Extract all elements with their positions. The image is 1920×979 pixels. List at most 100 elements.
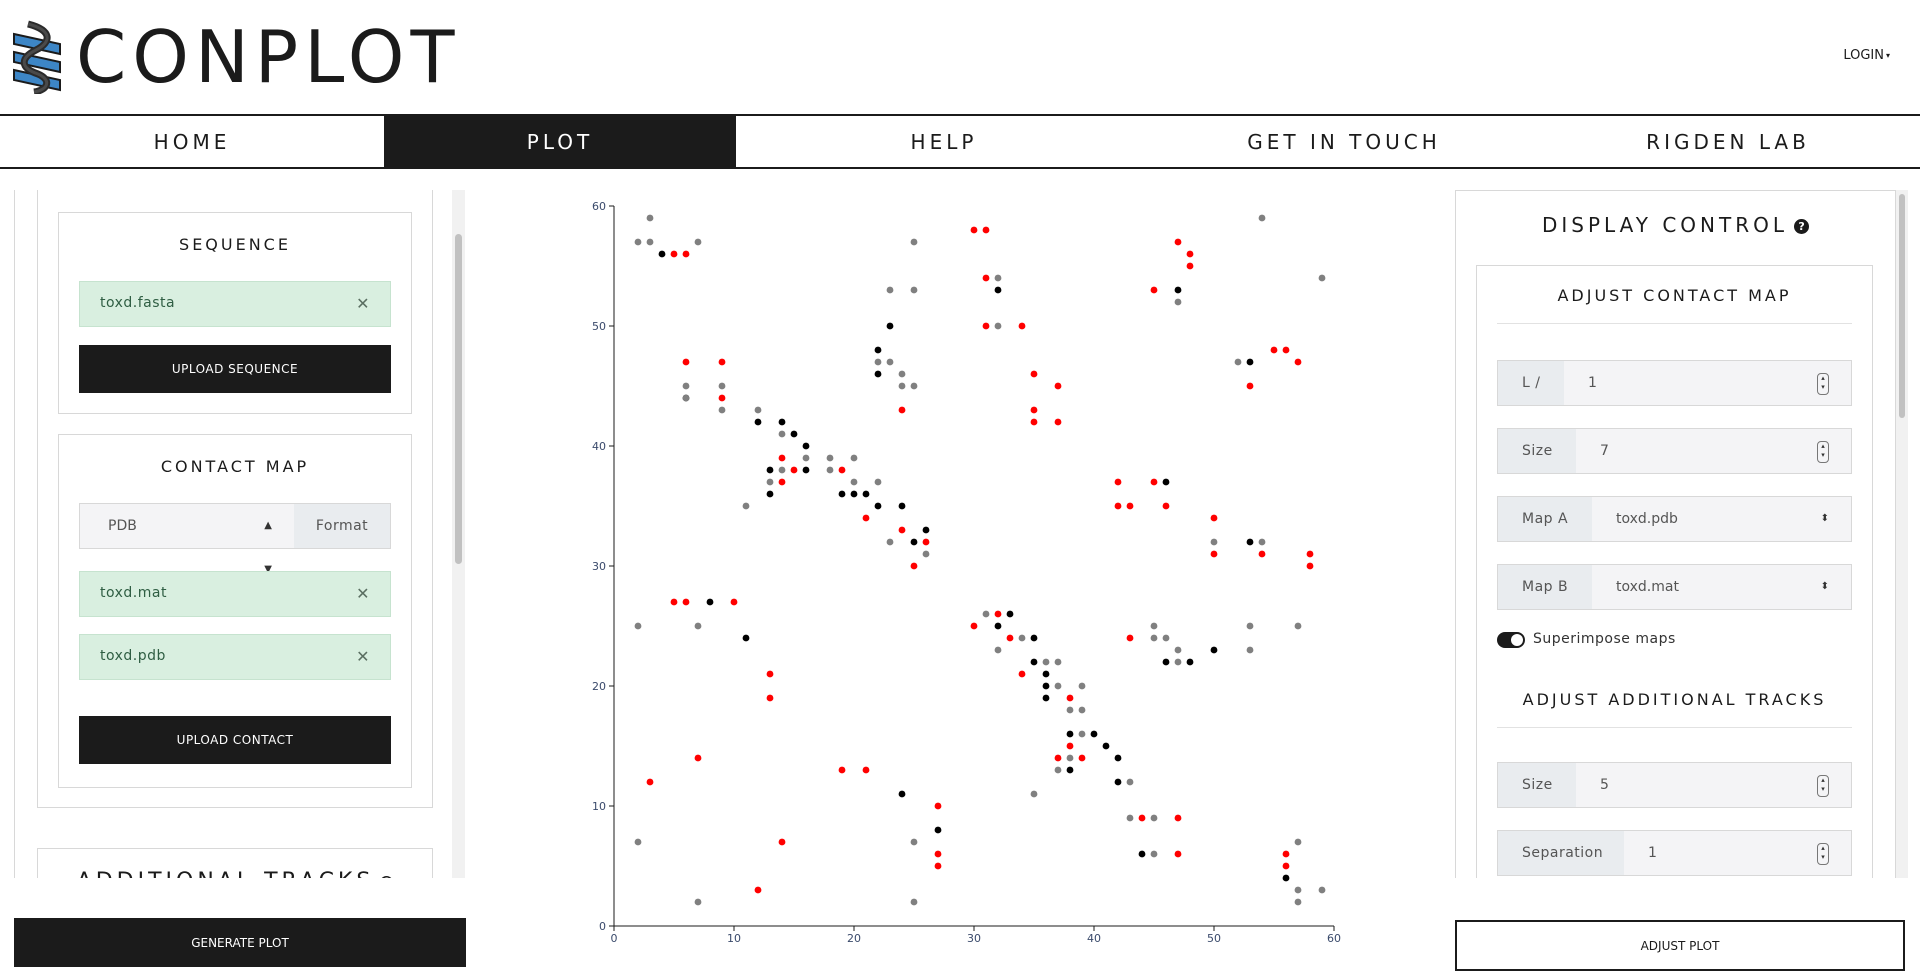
scrollbar-thumb[interactable] bbox=[1899, 194, 1905, 418]
contact-point bbox=[826, 466, 834, 474]
upload-sequence-button[interactable]: UPLOAD SEQUENCE bbox=[79, 345, 391, 393]
spinner-icon[interactable]: ▴ ▾ bbox=[1817, 775, 1829, 797]
x-tick-label: 20 bbox=[847, 932, 861, 945]
contact-point bbox=[802, 442, 810, 450]
contact-point bbox=[910, 898, 918, 906]
contact-point bbox=[874, 358, 882, 366]
map-a-value[interactable]: toxd.pdb bbox=[1592, 497, 1851, 541]
contact-point bbox=[766, 466, 774, 474]
contact-point bbox=[682, 598, 690, 606]
left-panel-scrollbar[interactable] bbox=[452, 190, 465, 878]
contact-point bbox=[850, 490, 858, 498]
contact-point bbox=[754, 886, 762, 894]
select-arrows-icon: ⬍ bbox=[1820, 581, 1829, 592]
login-dropdown[interactable]: LOGIN ▾ bbox=[1843, 48, 1890, 63]
contact-point bbox=[1150, 850, 1158, 858]
help-icon[interactable]: ? bbox=[1794, 219, 1810, 234]
scrollbar-thumb[interactable] bbox=[455, 234, 462, 564]
adjust-contact-map-title: ADJUST CONTACT MAP bbox=[1497, 286, 1852, 324]
l-divisor-input[interactable]: L / 1 ▴ ▾ bbox=[1497, 360, 1852, 406]
contact-point bbox=[730, 598, 738, 606]
contact-point bbox=[718, 382, 726, 390]
nav-home[interactable]: HOME bbox=[153, 129, 231, 154]
spinner-icon[interactable]: ▴ ▾ bbox=[1817, 441, 1829, 463]
contact-point bbox=[1174, 298, 1182, 306]
map-b-value[interactable]: toxd.mat bbox=[1592, 565, 1851, 609]
nav-get-in-touch[interactable]: GET IN TOUCH bbox=[1247, 129, 1441, 154]
map-b-label: Map B bbox=[1498, 565, 1592, 609]
contact-point bbox=[1210, 550, 1218, 558]
contact-map-plot[interactable]: 0 10 20 30 40 50 60 0 10 20 30 40 50 60 bbox=[586, 196, 1346, 952]
contact-point bbox=[1210, 538, 1218, 546]
separation-value[interactable]: 1 bbox=[1624, 831, 1851, 875]
contact-point bbox=[934, 826, 942, 834]
generate-plot-button[interactable]: GENERATE PLOT bbox=[14, 918, 466, 967]
contact-point bbox=[994, 274, 1002, 282]
contact-point bbox=[1054, 754, 1062, 762]
l-divisor-value[interactable]: 1 bbox=[1564, 361, 1851, 405]
contact-point bbox=[1246, 358, 1254, 366]
contact-point bbox=[910, 838, 918, 846]
contact-point bbox=[838, 766, 846, 774]
track-size-label: Size bbox=[1498, 763, 1576, 807]
contact-point bbox=[1066, 694, 1074, 702]
contact-point bbox=[1186, 262, 1194, 270]
separation-input[interactable]: Separation 1 ▴ ▾ bbox=[1497, 830, 1852, 876]
contact-point bbox=[898, 790, 906, 798]
contact-point bbox=[1078, 730, 1086, 738]
contact-point bbox=[1030, 418, 1038, 426]
size-value[interactable]: 7 bbox=[1576, 429, 1851, 473]
x-tick-label: 10 bbox=[727, 932, 741, 945]
contact-point bbox=[1054, 382, 1062, 390]
contact-point bbox=[1306, 550, 1314, 558]
contact-point bbox=[1042, 694, 1050, 702]
nav-help[interactable]: HELP bbox=[910, 129, 978, 154]
contact-point bbox=[994, 322, 1002, 330]
nav-plot[interactable]: PLOT bbox=[384, 116, 736, 167]
contact-point bbox=[718, 394, 726, 402]
adjust-plot-button[interactable]: ADJUST PLOT bbox=[1455, 920, 1905, 971]
upload-contact-button[interactable]: UPLOAD CONTACT bbox=[79, 716, 391, 764]
contact-point bbox=[1186, 250, 1194, 258]
contact-point bbox=[1246, 646, 1254, 654]
track-size-value[interactable]: 5 bbox=[1576, 763, 1851, 807]
contact-point bbox=[1318, 274, 1326, 282]
contact-point bbox=[886, 538, 894, 546]
contact-point bbox=[970, 622, 978, 630]
contact-point bbox=[1210, 514, 1218, 522]
map-a-select[interactable]: Map A toxd.pdb ⬍ bbox=[1497, 496, 1852, 542]
map-b-select[interactable]: Map B toxd.mat ⬍ bbox=[1497, 564, 1852, 610]
contact-point bbox=[826, 454, 834, 462]
contact-point bbox=[886, 286, 894, 294]
spinner-icon[interactable]: ▴ ▾ bbox=[1817, 843, 1829, 865]
y-tick-label: 0 bbox=[599, 920, 606, 933]
contact-point bbox=[1018, 670, 1026, 678]
close-icon[interactable]: ✕ bbox=[356, 294, 370, 313]
track-size-input[interactable]: Size 5 ▴ ▾ bbox=[1497, 762, 1852, 808]
contact-point bbox=[922, 538, 930, 546]
contact-point bbox=[1102, 742, 1110, 750]
contact-point bbox=[1138, 850, 1146, 858]
contact-point bbox=[910, 538, 918, 546]
help-icon[interactable]: ? bbox=[380, 875, 394, 878]
contact-file-name: toxd.pdb bbox=[100, 648, 166, 664]
right-panel-scrollbar[interactable] bbox=[1896, 190, 1908, 878]
caret-down-icon: ▾ bbox=[1885, 51, 1890, 60]
contact-point bbox=[742, 502, 750, 510]
format-select[interactable]: PDB ▲ ▼ bbox=[80, 504, 294, 575]
nav-rigden-lab[interactable]: RIGDEN LAB bbox=[1646, 129, 1810, 154]
contact-point bbox=[1282, 874, 1290, 882]
close-icon[interactable]: ✕ bbox=[356, 647, 370, 666]
superimpose-toggle[interactable] bbox=[1497, 632, 1525, 648]
contact-point bbox=[1030, 790, 1038, 798]
contact-point bbox=[1174, 850, 1182, 858]
contact-point bbox=[1018, 322, 1026, 330]
contact-point bbox=[898, 370, 906, 378]
size-input[interactable]: Size 7 ▴ ▾ bbox=[1497, 428, 1852, 474]
contact-point bbox=[718, 406, 726, 414]
contact-point bbox=[1090, 730, 1098, 738]
contact-point bbox=[1066, 706, 1074, 714]
close-icon[interactable]: ✕ bbox=[356, 584, 370, 603]
spinner-icon[interactable]: ▴ ▾ bbox=[1817, 373, 1829, 395]
l-divisor-label: L / bbox=[1498, 361, 1564, 405]
